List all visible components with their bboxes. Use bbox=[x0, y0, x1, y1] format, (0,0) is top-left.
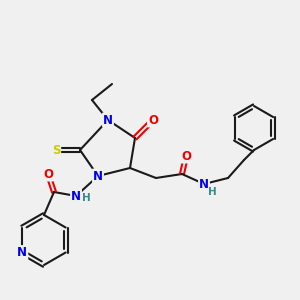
Text: O: O bbox=[181, 149, 191, 163]
Text: N: N bbox=[199, 178, 209, 190]
Text: N: N bbox=[17, 246, 27, 259]
Text: N: N bbox=[103, 113, 113, 127]
Text: H: H bbox=[82, 193, 90, 203]
Text: O: O bbox=[43, 167, 53, 181]
Text: H: H bbox=[208, 187, 216, 197]
Text: N: N bbox=[93, 169, 103, 182]
Text: N: N bbox=[71, 190, 81, 202]
Text: S: S bbox=[52, 143, 60, 157]
Text: O: O bbox=[148, 113, 158, 127]
